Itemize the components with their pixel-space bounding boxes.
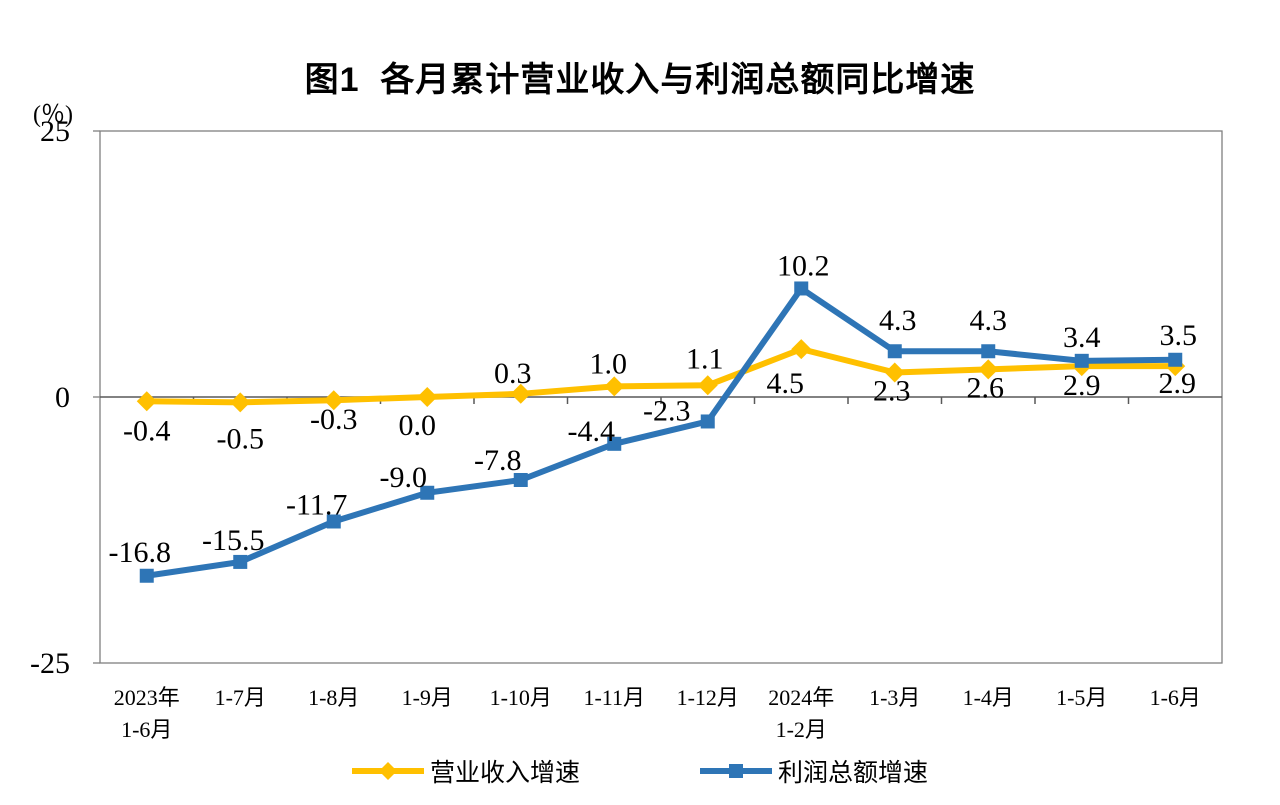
profit-series-swatch-icon <box>700 764 772 778</box>
revenue-growth-line <box>143 345 1179 406</box>
revenue-growth-data-label: -0.3 <box>310 403 358 436</box>
x-axis-category-label: 1-12月 <box>677 685 739 710</box>
profit-growth-marker <box>607 436 622 451</box>
revenue-growth-data-label: 4.5 <box>767 367 805 400</box>
profit-growth-marker <box>326 514 341 529</box>
profit-growth-marker <box>1074 353 1089 368</box>
profit-growth-data-label: 4.3 <box>879 304 917 337</box>
revenue-growth-data-label: 0.3 <box>494 357 532 390</box>
profit-growth-data-label: -11.7 <box>286 488 347 521</box>
profit-growth-data-label: -9.0 <box>380 461 428 494</box>
y-axis-unit-label: (％) <box>33 102 73 128</box>
profit-growth-data-label: -15.5 <box>202 524 265 557</box>
revenue-growth-marker <box>136 391 157 412</box>
x-axis-category-label: 1-4月 <box>963 685 1014 710</box>
revenue-growth-marker <box>697 375 718 396</box>
revenue-growth-marker <box>978 359 999 380</box>
x-axis-category-label: 1-10月 <box>490 685 552 710</box>
profit-growth-marker <box>981 344 996 359</box>
profit-growth-marker <box>794 281 809 296</box>
x-axis-category-label: 1-2月 <box>776 717 827 742</box>
profit-growth-marker <box>139 568 154 583</box>
profit-growth-data-label: 3.5 <box>1160 319 1198 352</box>
legend-label-revenue: 营业收入增速 <box>429 760 580 787</box>
profit-growth-marker <box>513 472 528 487</box>
profit-growth-marker <box>887 344 902 359</box>
revenue-growth-marker <box>417 387 438 407</box>
revenue-growth-data-label: -0.5 <box>217 422 265 455</box>
revenue-growth-marker <box>323 390 344 411</box>
revenue-growth-data-label: 0.0 <box>399 409 437 442</box>
revenue-growth-data-label: 1.1 <box>686 342 724 375</box>
y-axis-tick-label: 0 <box>55 381 70 414</box>
profit-growth-marker <box>1168 352 1183 367</box>
x-axis-category-label: 1-7月 <box>215 685 266 710</box>
y-axis-tick-label: -25 <box>30 647 70 680</box>
x-axis-category-label: 1-5月 <box>1056 685 1107 710</box>
revenue-growth-data-label: 2.6 <box>967 371 1005 404</box>
x-axis-category-label: 2024年 <box>768 685 834 710</box>
legend-label-profit: 利润总额增速 <box>778 760 929 787</box>
revenue-growth-swatch-marker <box>378 762 397 780</box>
x-axis-category-label: 1-6月 <box>121 717 172 742</box>
profit-growth-data-label: -2.3 <box>643 394 691 427</box>
revenue-growth-data-label: 2.9 <box>1063 369 1101 402</box>
x-axis-category-label: 1-11月 <box>583 685 645 710</box>
revenue-growth-marker <box>230 392 251 413</box>
revenue-growth-data-label: 2.3 <box>873 375 911 408</box>
x-axis-category-label: 1-8月 <box>308 685 359 710</box>
revenue-growth-marker <box>510 383 531 404</box>
revenue-growth-marker <box>884 362 905 383</box>
x-axis-category-label: 1-6月 <box>1150 685 1201 710</box>
profit-growth-line <box>143 284 1179 579</box>
profit-growth-swatch-marker <box>729 764 743 778</box>
profit-growth-data-label: -16.8 <box>109 536 172 569</box>
x-axis-category-label: 1-9月 <box>402 685 453 710</box>
y-axis-tick-label: 25 <box>40 115 70 148</box>
profit-growth-marker <box>233 554 248 569</box>
legend-item-revenue: 营业收入增速 <box>351 753 580 789</box>
revenue-growth-marker <box>791 339 812 360</box>
x-axis-category-label: 2023年 <box>114 685 180 710</box>
revenue-growth-data-label: 2.9 <box>1159 367 1197 400</box>
revenue-growth-data-label: 1.0 <box>590 347 628 380</box>
profit-growth-marker <box>420 485 435 500</box>
revenue-series-swatch-icon <box>351 762 424 780</box>
x-axis-category-label: 1-3月 <box>869 685 920 710</box>
revenue-growth-data-label: -0.4 <box>123 414 171 447</box>
revenue-growth-marker <box>604 376 625 397</box>
profit-growth-data-label: -7.8 <box>474 444 522 477</box>
profit-growth-data-label: 10.2 <box>777 249 830 282</box>
profit-growth-data-label: -4.4 <box>568 415 616 448</box>
legend: 营业收入增速 利润总额增速 <box>0 753 1280 789</box>
profit-growth-marker <box>700 414 715 429</box>
legend-item-profit: 利润总额增速 <box>700 753 928 789</box>
profit-growth-data-label: 3.4 <box>1063 321 1101 354</box>
profit-growth-data-label: 4.3 <box>970 304 1008 337</box>
chart-title: 图1 各月累计营业收入与利润总额同比增速 <box>304 61 976 99</box>
